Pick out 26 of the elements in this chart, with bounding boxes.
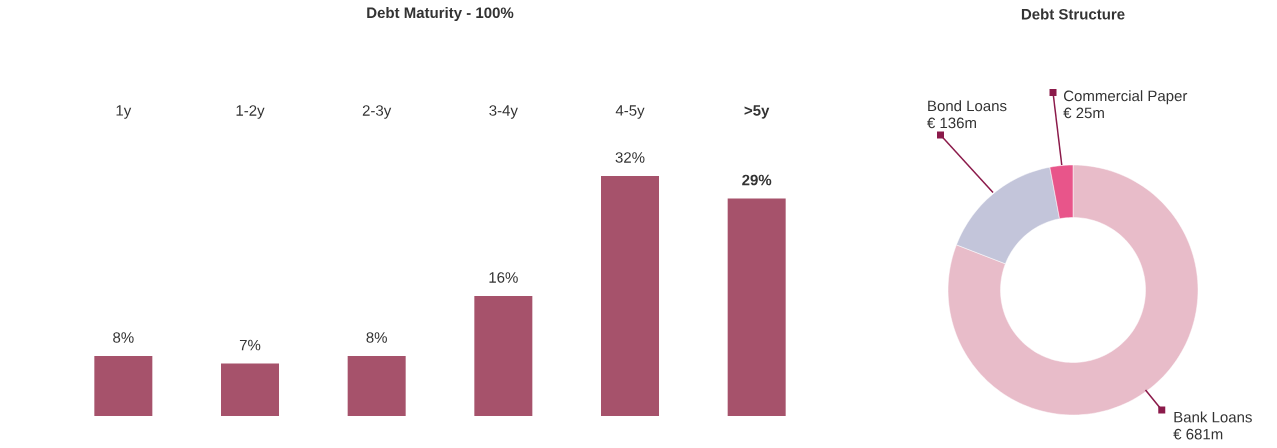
data-label: 8%	[366, 332, 387, 343]
slice-label: Bank Loans	[1174, 411, 1252, 423]
data-label: 32%	[615, 152, 645, 163]
data-label: 7%	[239, 339, 261, 351]
bar	[347, 356, 406, 416]
data-label: € 136m	[927, 117, 976, 129]
bar	[474, 296, 533, 416]
data-label: 8%	[113, 332, 134, 343]
slice-label: Bond Loans	[928, 100, 1007, 112]
x-tick-label: >5y	[744, 105, 770, 119]
data-label: 29%	[742, 174, 772, 186]
data-label: € 681m	[1173, 428, 1223, 440]
data-label: 16%	[489, 272, 518, 283]
x-tick-label: 2-3y	[362, 105, 392, 119]
bar	[727, 198, 786, 416]
x-tick-label: 3-4y	[489, 105, 518, 119]
x-tick-label: 4-5y	[615, 105, 645, 119]
bar	[601, 176, 659, 416]
bar	[94, 356, 153, 416]
data-label: € 25m	[1063, 107, 1104, 119]
x-tick-label: 1-2y	[236, 105, 265, 119]
x-tick-label: 1y	[116, 105, 132, 119]
bar	[221, 363, 279, 416]
chart-title: Debt Structure	[1021, 8, 1125, 20]
slice-label: Commercial Paper	[1063, 90, 1188, 105]
chart-title: Debt Maturity - 100%	[367, 7, 514, 22]
